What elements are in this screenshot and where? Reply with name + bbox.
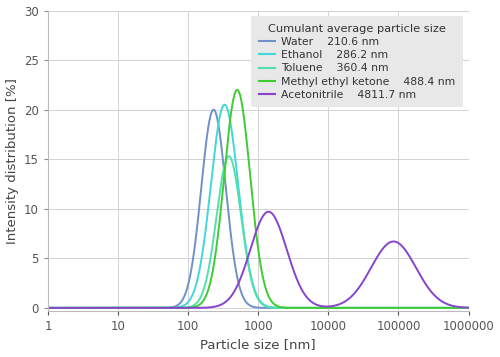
Y-axis label: Intensity distribution [%]: Intensity distribution [%]: [6, 78, 18, 243]
X-axis label: Particle size [nm]: Particle size [nm]: [200, 338, 316, 351]
Legend: Water    210.6 nm, Ethanol    286.2 nm, Toluene    360.4 nm, Methyl ethyl ketone: Water 210.6 nm, Ethanol 286.2 nm, Toluen…: [251, 16, 463, 107]
